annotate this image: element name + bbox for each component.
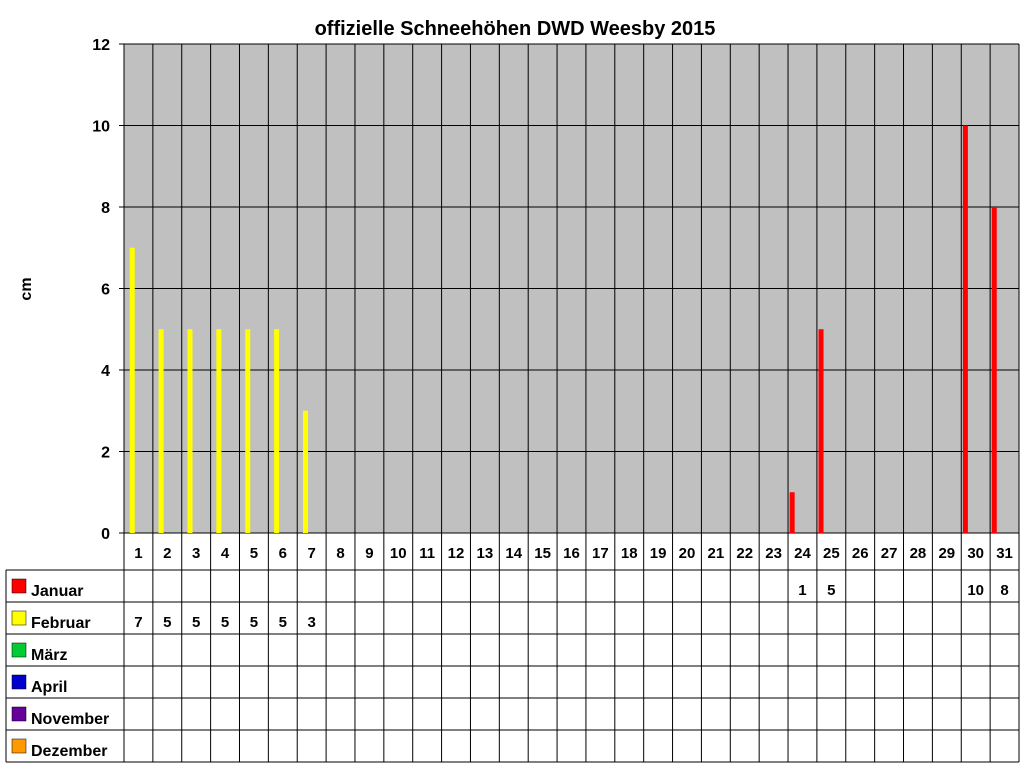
x-tick-label: 24 bbox=[794, 545, 811, 562]
y-tick-label: 12 bbox=[92, 37, 110, 54]
x-tick-label: 22 bbox=[736, 545, 753, 562]
y-tick-label: 8 bbox=[101, 200, 110, 217]
y-tick-label: 4 bbox=[101, 363, 110, 380]
x-tick-label: 15 bbox=[534, 545, 551, 562]
x-tick-label: 18 bbox=[621, 545, 638, 562]
x-tick-label: 12 bbox=[448, 545, 465, 562]
legend-label: Dezember bbox=[31, 743, 107, 760]
bar-februar-5 bbox=[245, 329, 251, 533]
x-tick-label: 9 bbox=[365, 545, 373, 562]
x-tick-label: 3 bbox=[192, 545, 200, 562]
y-tick-label: 0 bbox=[101, 526, 110, 543]
x-tick-label: 6 bbox=[279, 545, 287, 562]
legend-label: Januar bbox=[31, 583, 83, 600]
x-tick-label: 2 bbox=[163, 545, 171, 562]
x-tick-label: 1 bbox=[134, 545, 142, 562]
x-tick-label: 21 bbox=[708, 545, 725, 562]
x-tick-label: 16 bbox=[563, 545, 580, 562]
data-label: 8 bbox=[1000, 582, 1008, 599]
data-label: 1 bbox=[798, 582, 806, 599]
x-tick-label: 7 bbox=[307, 545, 315, 562]
legend-swatch bbox=[11, 610, 27, 626]
x-tick-label: 28 bbox=[910, 545, 927, 562]
bar-januar-24 bbox=[789, 492, 795, 533]
y-tick-label: 2 bbox=[101, 445, 110, 462]
legend-swatch bbox=[11, 578, 27, 594]
x-tick-label: 20 bbox=[679, 545, 696, 562]
legend-swatch bbox=[11, 738, 27, 754]
grid bbox=[123, 43, 1020, 534]
x-tick-label: 11 bbox=[419, 545, 435, 562]
x-tick-label: 29 bbox=[938, 545, 955, 562]
bar-februar-3 bbox=[187, 329, 193, 533]
data-table: 1 2 3 4 5 6 7 8 9 10 11 12 13 14 15 16 17 18 19 20 21 22 23 24 2… bbox=[5, 533, 1020, 763]
bar-februar-6 bbox=[274, 329, 280, 533]
bar-februar-2 bbox=[158, 329, 164, 533]
bar-februar-7 bbox=[302, 410, 308, 533]
data-label: 3 bbox=[307, 614, 315, 631]
legend-label: April bbox=[31, 679, 67, 696]
x-tick-label: 26 bbox=[852, 545, 869, 562]
x-tick-label: 4 bbox=[221, 545, 230, 562]
data-label: 5 bbox=[221, 614, 229, 631]
x-tick-label: 31 bbox=[996, 545, 1013, 562]
y-tick-label: 6 bbox=[101, 282, 110, 299]
data-label: 5 bbox=[163, 614, 171, 631]
data-label: 10 bbox=[967, 582, 984, 599]
legend-label: März bbox=[31, 647, 67, 664]
legend-label: November bbox=[31, 711, 109, 728]
x-tick-label: 17 bbox=[592, 545, 609, 562]
bar-januar-30 bbox=[962, 125, 968, 533]
y-tick-label: 10 bbox=[92, 119, 110, 136]
legend-swatch bbox=[11, 706, 27, 722]
data-label: 5 bbox=[250, 614, 258, 631]
y-axis: 0 2 4 6 8 10 12 bbox=[92, 37, 125, 543]
x-tick-label: 25 bbox=[823, 545, 840, 562]
data-label: 5 bbox=[827, 582, 835, 599]
bar-februar-1 bbox=[129, 247, 135, 533]
bar-januar-25 bbox=[818, 329, 824, 533]
chart-title: offizielle Schneehöhen DWD Weesby 2015 bbox=[315, 18, 716, 40]
x-tick-label: 30 bbox=[967, 545, 984, 562]
x-tick-label: 5 bbox=[250, 545, 258, 562]
x-tick-label: 8 bbox=[336, 545, 344, 562]
x-tick-label: 27 bbox=[881, 545, 898, 562]
x-tick-label: 14 bbox=[505, 545, 522, 562]
x-tick-label: 13 bbox=[477, 545, 494, 562]
y-axis-label: cm bbox=[18, 277, 35, 300]
legend-label: Februar bbox=[31, 615, 91, 632]
x-tick-label: 10 bbox=[390, 545, 407, 562]
data-label: 5 bbox=[279, 614, 287, 631]
legend-swatch bbox=[11, 642, 27, 658]
data-label: 7 bbox=[134, 614, 142, 631]
bar-januar-31 bbox=[991, 207, 997, 533]
legend-swatch bbox=[11, 674, 27, 690]
bars bbox=[129, 125, 997, 533]
data-label: 5 bbox=[192, 614, 200, 631]
x-tick-label: 19 bbox=[650, 545, 667, 562]
bar-februar-4 bbox=[216, 329, 222, 533]
x-tick-label: 23 bbox=[765, 545, 782, 562]
